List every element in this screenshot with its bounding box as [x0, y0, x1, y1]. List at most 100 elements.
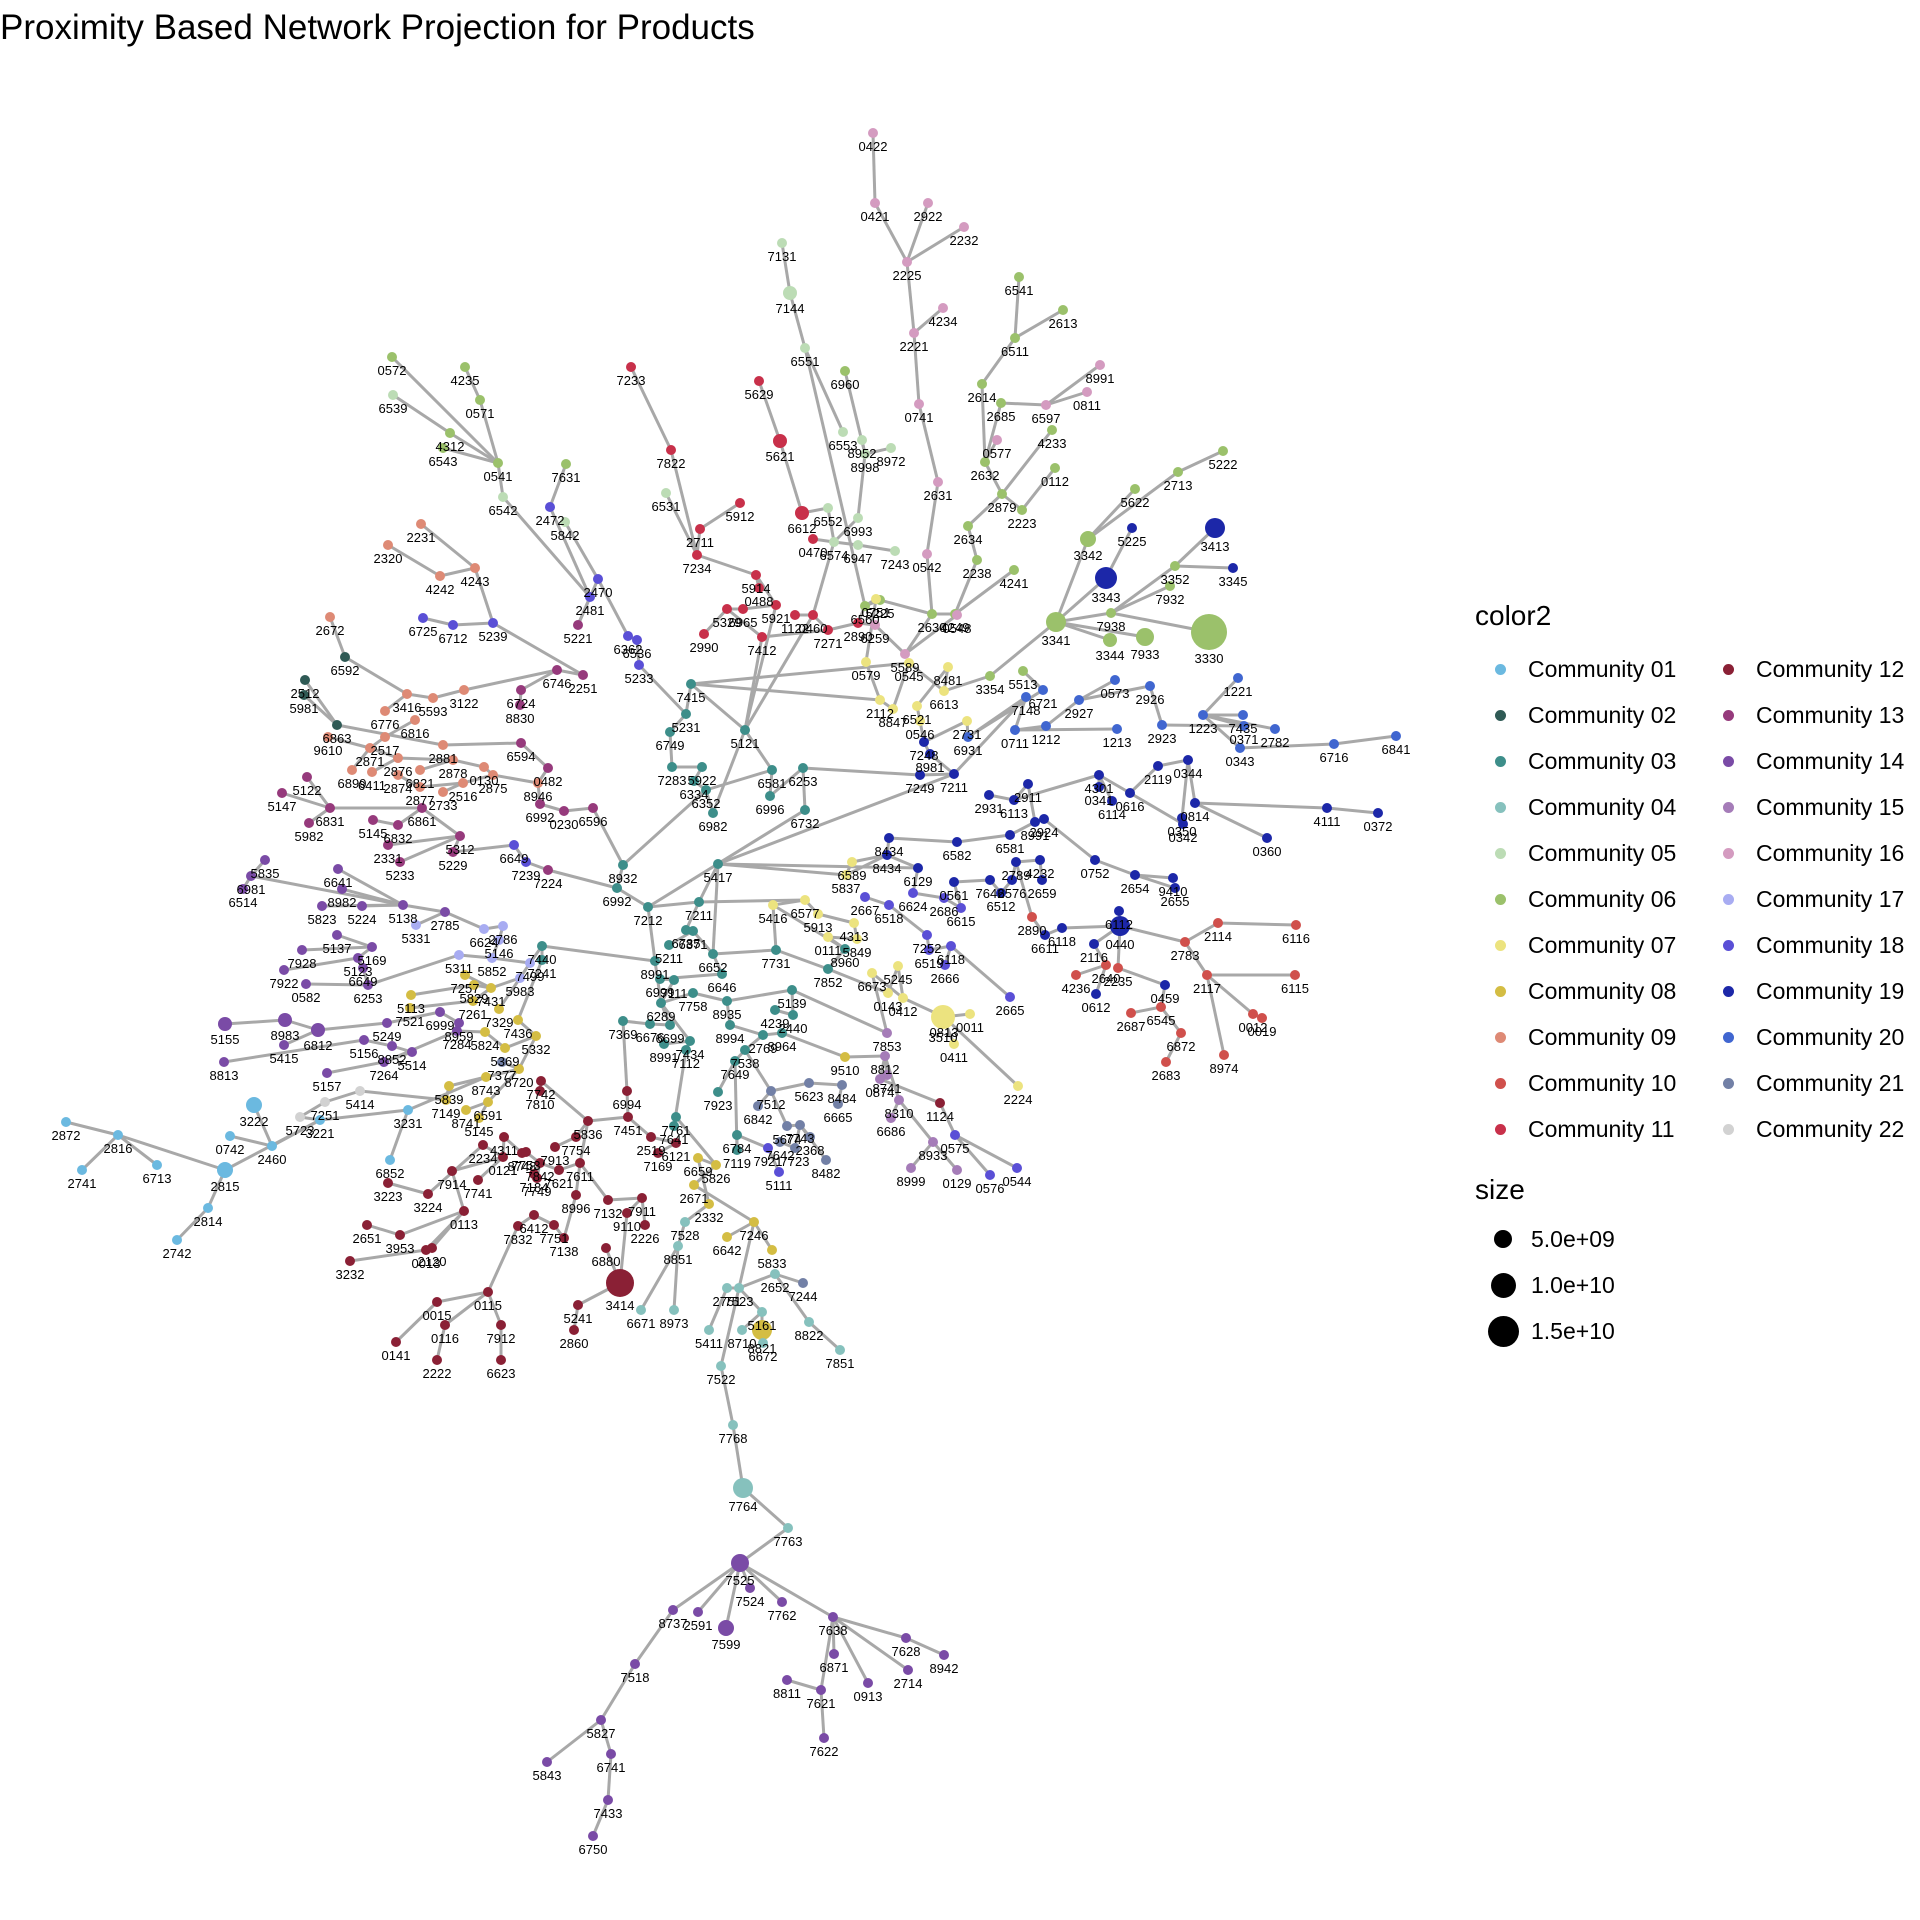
node-label: 7642 [976, 886, 1005, 901]
network-node [461, 1105, 471, 1115]
node-label: 2815 [211, 1179, 240, 1194]
network-node [1039, 814, 1049, 824]
node-label: 1223 [1189, 721, 1218, 736]
network-node [680, 1217, 690, 1227]
network-node [1114, 906, 1124, 916]
network-edge [327, 735, 371, 750]
node-label: 2368 [796, 1143, 825, 1158]
node-label: 6649 [349, 974, 378, 989]
network-edge [699, 501, 741, 531]
node-label: 0011 [956, 1020, 984, 1035]
node-label: 0579 [852, 668, 881, 683]
legend-label: Community 20 [1756, 1023, 1905, 1050]
node-label: 6841 [1382, 742, 1411, 757]
network-node [612, 883, 622, 893]
node-label: 4233 [1038, 436, 1067, 451]
node-label: 7518 [621, 1670, 650, 1685]
node-label: 7933 [1131, 647, 1160, 662]
network-edge [942, 1015, 1020, 1088]
network-edge [1094, 964, 1108, 995]
network-edge [439, 566, 476, 578]
network-edge [1202, 713, 1241, 750]
legend-label: Community 15 [1756, 793, 1905, 820]
node-label: 2331 [374, 851, 403, 866]
network-node [898, 993, 908, 1003]
node-label: 6334 [680, 787, 709, 802]
network-node [578, 670, 588, 680]
network-node [730, 1056, 740, 1066]
network-edge [897, 1099, 935, 1143]
node-label: 2990 [690, 640, 719, 655]
network-node [655, 974, 665, 984]
network-node [722, 1232, 732, 1242]
network-node [514, 1064, 524, 1074]
network-node [1270, 724, 1280, 734]
network-node [717, 969, 727, 979]
node-label: 7599 [712, 1637, 741, 1652]
node-label: 5233 [625, 671, 654, 686]
node-label: 6646 [708, 980, 737, 995]
node-label: 6289 [647, 1009, 676, 1024]
network-edge [827, 621, 859, 632]
node-label: 7853 [873, 1039, 902, 1054]
node-label: 7922 [270, 976, 299, 991]
node-label: 8737 [659, 1616, 688, 1631]
node-label: 7611 [566, 1169, 594, 1184]
network-edge [324, 1089, 361, 1104]
legend-swatch [1723, 847, 1734, 859]
node-label: 8310 [885, 1106, 914, 1121]
network-node [1050, 463, 1060, 473]
network-node [382, 1018, 392, 1028]
network-node [790, 1143, 800, 1153]
network-node [622, 1086, 632, 1096]
node-label: 7233 [617, 373, 646, 388]
node-label: 7283 [658, 773, 687, 788]
network-node [448, 847, 458, 857]
network-node [694, 897, 704, 907]
network-node [734, 1283, 744, 1293]
legend-swatch [1495, 801, 1506, 813]
network-edge [1333, 734, 1397, 746]
network-node [353, 953, 363, 963]
node-label: 5311 [445, 961, 473, 976]
node-label: 2652 [761, 1280, 790, 1295]
node-label: 2860 [560, 1336, 589, 1351]
legend-size-label: 5.0e+09 [1531, 1225, 1615, 1252]
network-edge [791, 988, 888, 1035]
node-label: 2876 [384, 764, 413, 779]
node-label: 5623 [795, 1089, 824, 1104]
network-node [894, 1095, 904, 1105]
node-label: 7369 [609, 1027, 638, 1042]
network-node [949, 769, 959, 779]
legend-label: Community 11 [1528, 1115, 1675, 1142]
network-node [915, 716, 925, 726]
node-label: 6121 [662, 1149, 691, 1164]
network-node [1157, 720, 1167, 730]
network-edge [1119, 924, 1186, 944]
network-node [1047, 425, 1057, 435]
node-label: 5233 [386, 868, 415, 883]
network-node [790, 610, 800, 620]
node-label: 0460 [799, 621, 828, 636]
node-label: 5921 [762, 611, 791, 626]
network-edge [903, 613, 934, 655]
network-edge [754, 574, 778, 606]
network-edge [409, 999, 474, 1010]
network-edge [473, 567, 495, 624]
network-node [775, 1137, 785, 1147]
node-label: 2683 [1152, 1068, 1181, 1083]
node-label: 5837 [832, 881, 861, 896]
network-node [618, 860, 628, 870]
network-edge [399, 834, 461, 864]
node-label: 2714 [894, 1676, 923, 1691]
network-edge [954, 1133, 1018, 1170]
node-label: 0874 [866, 1085, 895, 1100]
network-node [640, 1220, 650, 1230]
network-node [601, 1243, 611, 1253]
network-edge [1186, 759, 1197, 804]
node-label: 7111 [661, 986, 688, 1001]
network-node [299, 690, 309, 700]
network-edge [788, 292, 807, 349]
node-label: 7912 [487, 1331, 516, 1346]
node-label: 3330 [1195, 651, 1224, 666]
